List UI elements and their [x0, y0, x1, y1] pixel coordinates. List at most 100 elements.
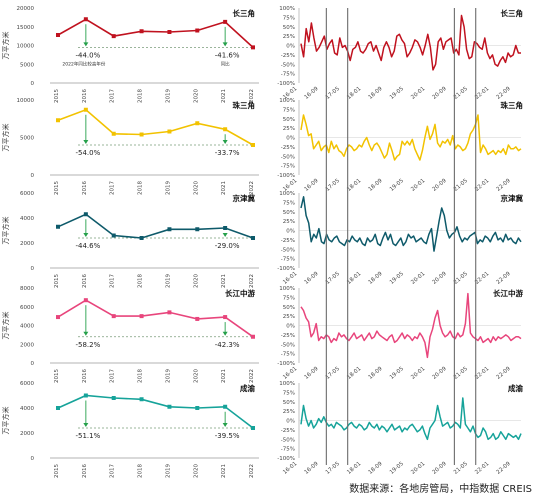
- left-series-line-3: [57, 299, 254, 338]
- right-xtick-4-7: 20-09: [432, 461, 448, 476]
- annot-text-4-0: -51.1%: [75, 432, 100, 440]
- right-series-line-1: [300, 114, 522, 161]
- annot-text-3-0: -58.2%: [75, 341, 100, 349]
- left-ytick-1-2: 10000: [17, 98, 35, 104]
- annot-text-0-0: -44.0%: [75, 51, 100, 59]
- left-ytick-0-0: 0: [31, 81, 35, 87]
- left-xtick-1-2: 2017: [110, 181, 116, 195]
- left-xtick-3-2: 2017: [110, 369, 116, 383]
- right-xtick-1-8: 21-05: [453, 178, 469, 193]
- left-ytick-2-1: 2000: [20, 241, 34, 247]
- right-xtick-3-9: 22-01: [474, 366, 490, 381]
- right-xtick-0-2: 17-05: [325, 86, 341, 101]
- right-xtick-4-10: 22-09: [496, 461, 512, 476]
- source-note: 数据来源：各地房管局，中指数据 CREIS: [349, 484, 532, 495]
- right-xtick-3-8: 21-05: [453, 366, 469, 381]
- right-ytick-4-0: 100%: [279, 381, 295, 387]
- right-ytick-2-0: 100%: [279, 191, 295, 197]
- left-point-1-6: [223, 127, 228, 132]
- right-ytick-3-6: -50%: [281, 342, 295, 348]
- right-xtick-1-5: 19-05: [389, 178, 405, 193]
- right-xtick-0-3: 18-01: [346, 86, 362, 101]
- right-xtick-2-9: 22-01: [474, 271, 490, 286]
- right-ytick-2-5: -25%: [281, 238, 295, 244]
- left-xtick-1-5: 2020: [193, 181, 199, 195]
- left-series-line-4: [57, 394, 254, 429]
- annot-arrow-head-0-0: [83, 42, 89, 47]
- left-xtick-4-1: 2016: [82, 464, 88, 478]
- left-ytick-2-2: 4000: [20, 216, 34, 222]
- right-series-line-0: [300, 14, 521, 71]
- right-xtick-4-2: 17-05: [325, 461, 341, 476]
- annot-text-0-1: -41.6%: [215, 51, 240, 59]
- left-xtick-0-6: 2021: [221, 89, 227, 103]
- left-point-0-5: [195, 28, 200, 33]
- left-title-0: 长三角: [233, 8, 256, 18]
- left-point-3-2: [111, 314, 116, 319]
- left-point-3-1: [83, 298, 88, 303]
- right-xtick-3-5: 19-05: [389, 366, 405, 381]
- right-xtick-1-6: 20-01: [410, 178, 426, 193]
- annot-arrow-head-4-1: [222, 423, 228, 427]
- right-xtick-3-3: 18-01: [346, 366, 362, 381]
- right-xtick-3-10: 22-09: [496, 366, 512, 381]
- left-point-0-4: [167, 30, 172, 34]
- right-xtick-2-2: 17-05: [325, 271, 341, 286]
- left-point-3-4: [167, 310, 172, 315]
- left-xtick-4-0: 2015: [54, 464, 60, 478]
- annot-arrow-head-4-0: [83, 423, 89, 427]
- left-point-3-7: [251, 334, 255, 339]
- left-point-4-6: [223, 404, 228, 409]
- left-title-2: 京津冀: [233, 193, 256, 203]
- right-xtick-2-6: 20-01: [410, 271, 426, 286]
- left-ytick-3-3: 6000: [20, 305, 34, 311]
- right-ytick-4-7: -75%: [281, 447, 295, 453]
- right-xtick-0-8: 21-05: [453, 86, 469, 101]
- right-ytick-1-4: 0%: [286, 136, 295, 142]
- annot-text-1-1: -33.7%: [215, 149, 240, 157]
- right-series-line-2: [300, 196, 522, 252]
- right-xtick-4-5: 19-05: [389, 461, 405, 476]
- right-xtick-2-10: 22-09: [496, 271, 512, 286]
- right-ytick-3-4: 0%: [286, 324, 295, 330]
- left-point-3-3: [139, 314, 144, 319]
- right-ytick-1-5: -25%: [281, 145, 295, 151]
- right-ytick-0-0: 100%: [279, 6, 295, 12]
- right-ytick-0-5: -25%: [281, 53, 295, 59]
- left-point-3-5: [195, 316, 200, 321]
- right-title-2: 京津冀: [501, 193, 524, 203]
- left-title-3: 长江中游: [225, 288, 255, 298]
- right-title-4: 成渝: [508, 383, 523, 393]
- right-ytick-0-3: 25%: [283, 34, 295, 40]
- left-point-3-0: [56, 315, 60, 320]
- right-ytick-2-1: 75%: [283, 200, 295, 206]
- left-point-0-1: [83, 17, 88, 22]
- right-series-line-3: [300, 292, 522, 359]
- right-xtick-0-6: 20-01: [410, 86, 426, 101]
- right-xtick-3-4: 18-09: [368, 366, 384, 381]
- left-series-line-2: [57, 213, 254, 239]
- right-xtick-2-0: 16-01: [282, 271, 298, 286]
- right-ytick-4-4: 0%: [286, 419, 295, 425]
- left-xtick-1-3: 2018: [138, 181, 144, 195]
- annot-sub-0-1: 同比: [221, 60, 230, 67]
- right-ytick-3-0: 100%: [279, 286, 295, 292]
- left-xtick-2-5: 2020: [193, 274, 199, 288]
- left-point-1-0: [56, 118, 60, 123]
- left-point-2-6: [223, 226, 228, 230]
- right-xtick-2-5: 19-05: [389, 271, 405, 286]
- right-title-3: 长江中游: [493, 288, 523, 298]
- annot-arrow-head-1-0: [83, 140, 89, 144]
- left-series-line-0: [57, 18, 254, 48]
- left-point-2-0: [56, 224, 60, 229]
- right-xtick-1-4: 18-09: [368, 178, 384, 193]
- right-ytick-0-2: 50%: [283, 25, 295, 31]
- left-title-1: 珠三角: [233, 100, 256, 110]
- left-ytick-1-1: 5000: [20, 136, 34, 142]
- left-ytick-3-1: 2000: [20, 342, 34, 348]
- right-xtick-3-0: 16-01: [282, 366, 298, 381]
- left-point-3-6: [223, 315, 228, 320]
- left-ytick-2-0: 0: [31, 266, 35, 272]
- left-point-1-5: [195, 121, 200, 126]
